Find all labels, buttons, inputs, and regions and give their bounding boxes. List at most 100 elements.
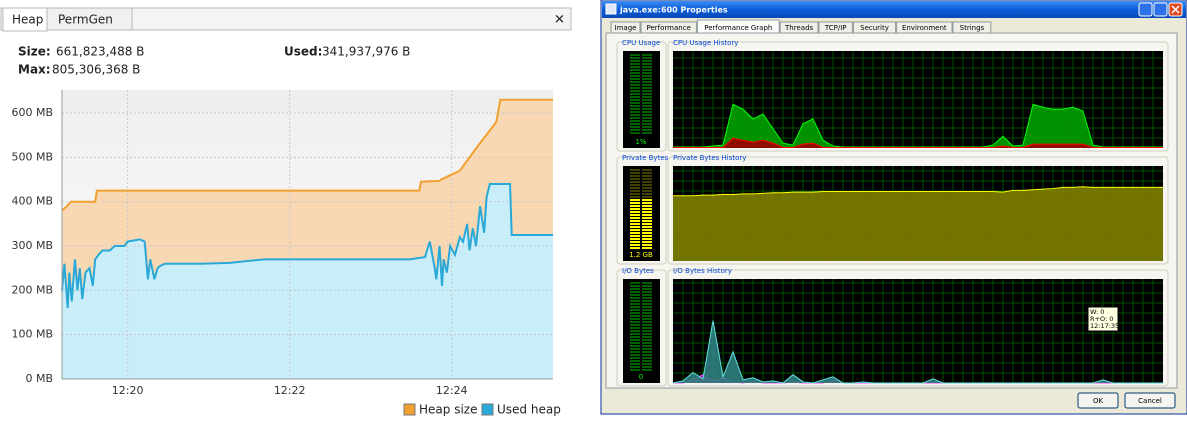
gauge-led xyxy=(630,193,640,195)
close-icon xyxy=(1171,5,1180,14)
title-bar xyxy=(602,1,1186,18)
close-button[interactable]: ✕ xyxy=(554,13,565,28)
line xyxy=(61,182,553,309)
tab[interactable] xyxy=(610,21,641,34)
gauge-title: CPU Usage xyxy=(622,39,660,47)
gauge-led xyxy=(642,78,652,80)
gauge-led xyxy=(642,75,652,77)
gauge-led xyxy=(630,60,640,62)
gauge-led xyxy=(630,105,640,107)
tab[interactable] xyxy=(896,21,953,34)
gauge-led xyxy=(642,184,652,186)
gauge-led xyxy=(630,247,640,249)
gauge-led xyxy=(630,202,640,204)
minimize-button[interactable] xyxy=(1138,2,1153,17)
gauge xyxy=(623,51,660,148)
gauge-led xyxy=(630,169,640,171)
lines xyxy=(61,98,553,309)
gauge-led xyxy=(642,66,652,68)
gauge-led xyxy=(630,294,640,296)
gauge-led xyxy=(642,72,652,74)
tab[interactable] xyxy=(696,19,780,34)
button[interactable] xyxy=(1124,392,1176,409)
group-box xyxy=(667,41,1169,152)
gauge-led xyxy=(630,72,640,74)
button-label[interactable]: OK xyxy=(1093,397,1104,405)
tab-label[interactable]: Threads xyxy=(784,24,813,32)
gauge-led xyxy=(642,288,652,290)
heap-chart: 0 MB 100 MB 200 MB 300 MB 400 MB 500 MB 600 MB… xyxy=(11,90,561,417)
gauge-led xyxy=(642,190,652,192)
gauge-led xyxy=(630,63,640,65)
group-box xyxy=(616,41,667,152)
group-box xyxy=(667,269,1169,387)
gauge-led xyxy=(642,357,652,359)
history-area xyxy=(673,104,1163,148)
tooltip xyxy=(1087,306,1119,332)
gauge-led xyxy=(630,132,640,134)
gauge-led xyxy=(642,354,652,356)
gauge-led xyxy=(630,366,640,368)
gauge-led xyxy=(642,247,652,249)
gauge-led xyxy=(642,54,652,56)
gauge-label: 1.2 GB xyxy=(629,251,653,259)
gauge-led xyxy=(630,351,640,353)
gauge-led xyxy=(642,315,652,317)
gauge-led xyxy=(630,238,640,240)
y-tick-label: 200 MB xyxy=(11,283,53,296)
tab-permgen[interactable] xyxy=(46,7,133,31)
tab-label[interactable]: Image xyxy=(615,24,637,32)
gauge-led xyxy=(642,196,652,198)
gauge-led xyxy=(630,211,640,213)
gauge-led xyxy=(630,333,640,335)
gauge-led xyxy=(630,214,640,216)
tab-label[interactable]: TCP/IP xyxy=(824,24,847,32)
gauge-led xyxy=(642,351,652,353)
gauge-led xyxy=(630,117,640,119)
tab[interactable] xyxy=(818,21,853,34)
gauge-led xyxy=(630,81,640,83)
gauge-led xyxy=(630,114,640,116)
gauge-led xyxy=(630,96,640,98)
gauge-led xyxy=(642,330,652,332)
gauge-led xyxy=(642,321,652,323)
maximize-button[interactable] xyxy=(1153,2,1168,17)
gauge-led xyxy=(630,354,640,356)
gauge-led xyxy=(642,111,652,113)
tab-label[interactable]: Strings xyxy=(960,24,985,32)
history-area xyxy=(673,320,1163,383)
tab-label[interactable]: Heap xyxy=(12,13,43,27)
tab-label[interactable]: Performance Graph xyxy=(704,24,772,32)
gauge-led xyxy=(642,282,652,284)
gauge-led xyxy=(630,99,640,101)
area xyxy=(62,183,553,379)
tab-label[interactable]: Environment xyxy=(902,24,947,32)
button[interactable] xyxy=(1077,392,1119,409)
gauge-led xyxy=(642,117,652,119)
gauge-led xyxy=(630,232,640,234)
gauge xyxy=(623,166,660,261)
stat-value: 805,306,368 B xyxy=(52,63,140,77)
gauge-label: 1% xyxy=(635,138,646,146)
gauge-led xyxy=(642,123,652,125)
gauge-led xyxy=(630,54,640,56)
tab-label[interactable]: Security xyxy=(860,24,889,32)
tab[interactable] xyxy=(852,21,897,34)
history-line xyxy=(673,137,1163,149)
gauge-led xyxy=(642,324,652,326)
tab[interactable] xyxy=(952,21,992,34)
tab[interactable] xyxy=(779,21,819,34)
gauge-led xyxy=(642,93,652,95)
tab[interactable] xyxy=(640,21,697,34)
gauge-led xyxy=(630,285,640,287)
button-label[interactable]: Cancel xyxy=(1138,397,1162,405)
gauge-title: I/O Bytes xyxy=(622,267,654,275)
gauge-led xyxy=(642,202,652,204)
y-tick-label: 400 MB xyxy=(11,195,53,208)
tab-label[interactable]: Performance xyxy=(647,24,691,32)
window-title: java.exe:600 Properties xyxy=(619,6,728,15)
window-icon xyxy=(605,3,617,15)
gauge-led xyxy=(630,220,640,222)
tab-label[interactable]: PermGen xyxy=(58,13,113,27)
